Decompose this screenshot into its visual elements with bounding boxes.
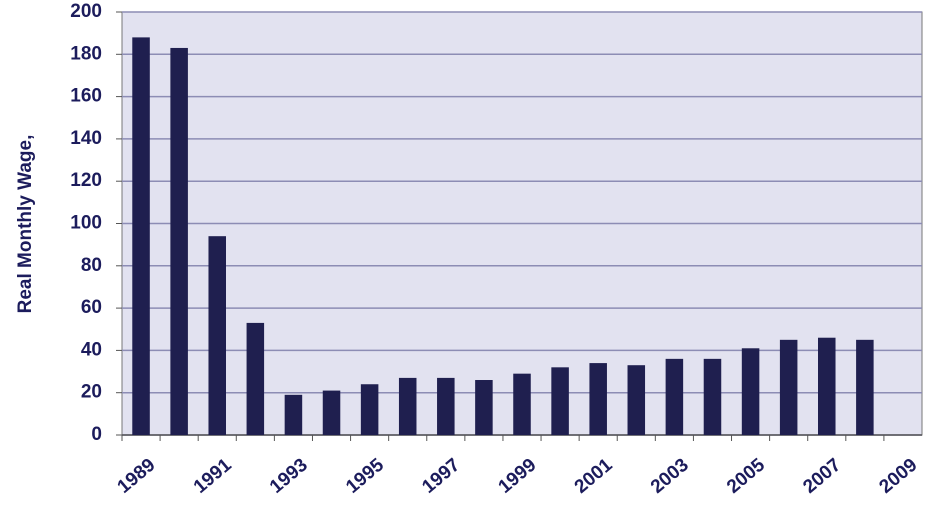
bar	[779, 339, 798, 435]
bar	[513, 373, 531, 435]
y-tick-label: 80	[81, 255, 102, 276]
x-tick-label: 2009	[876, 455, 922, 498]
y-tick-label: 180	[70, 43, 102, 64]
x-tick-label: 2007	[799, 455, 845, 498]
y-tick-label: 160	[70, 86, 102, 107]
y-tick-label: 60	[81, 297, 102, 318]
y-tick-label: 200	[70, 1, 102, 22]
bar	[818, 337, 836, 435]
x-tick-label: 1997	[418, 455, 464, 498]
bar	[475, 380, 493, 435]
bar	[703, 358, 722, 435]
x-tick-label: 1993	[266, 455, 312, 498]
x-tick-label: 2003	[647, 455, 693, 498]
x-tick-label: 2001	[571, 454, 617, 498]
bar	[627, 365, 646, 435]
bar	[856, 339, 874, 435]
x-tick-label: 1989	[114, 455, 160, 498]
bar	[398, 377, 417, 435]
y-axis-label: Real Monthly Wage,	[15, 135, 36, 314]
y-tick-label: 40	[81, 339, 102, 360]
bar	[246, 322, 265, 435]
y-tick-label: 120	[70, 170, 102, 191]
bar	[208, 236, 226, 435]
x-tick-label: 1995	[342, 454, 388, 498]
y-tick-label: 140	[70, 128, 102, 149]
y-tick-label: 20	[81, 382, 102, 403]
y-tick-label: 0	[91, 424, 102, 445]
bar	[322, 390, 341, 435]
bar	[665, 358, 684, 435]
bar	[551, 367, 569, 435]
bar	[589, 363, 607, 435]
bar	[170, 47, 188, 436]
x-tick-label: 1999	[495, 455, 541, 498]
x-tick-label: 1991	[190, 454, 236, 498]
bar	[132, 37, 150, 435]
bar	[360, 384, 379, 435]
y-tick-label: 100	[70, 213, 102, 234]
bar	[741, 348, 760, 435]
x-tick-label: 2005	[723, 454, 769, 498]
bar	[437, 377, 455, 435]
bar	[284, 394, 303, 435]
